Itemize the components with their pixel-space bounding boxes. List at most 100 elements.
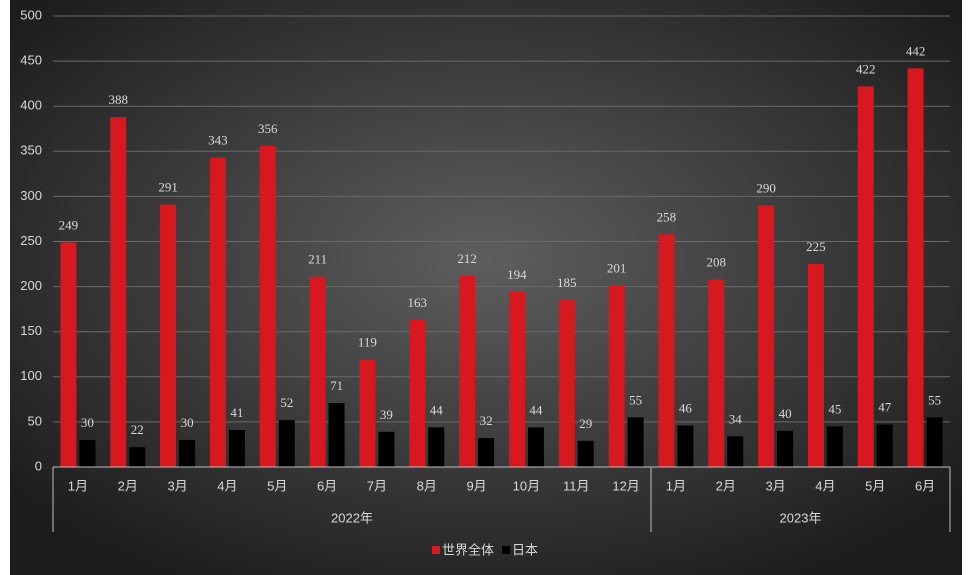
bar bbox=[179, 439, 196, 467]
data-label: 52 bbox=[280, 395, 293, 410]
x-tick-label: 10月 bbox=[513, 478, 540, 493]
bar bbox=[378, 431, 395, 467]
data-label: 225 bbox=[806, 239, 826, 254]
data-label: 44 bbox=[430, 402, 444, 417]
bar bbox=[228, 430, 245, 467]
y-tick-label: 0 bbox=[35, 458, 42, 473]
bar bbox=[328, 402, 345, 467]
bar bbox=[577, 440, 594, 467]
y-tick-label: 400 bbox=[20, 98, 42, 113]
data-label: 442 bbox=[906, 43, 926, 58]
bar bbox=[478, 438, 495, 467]
x-tick-label: 4月 bbox=[815, 478, 835, 493]
data-label: 39 bbox=[380, 407, 393, 422]
data-label: 163 bbox=[408, 295, 428, 310]
data-label: 343 bbox=[208, 133, 228, 148]
data-label: 40 bbox=[779, 406, 792, 421]
y-tick-label: 350 bbox=[20, 143, 42, 158]
bar bbox=[876, 424, 893, 467]
x-tick-label: 7月 bbox=[367, 478, 387, 493]
x-tick-label: 6月 bbox=[915, 478, 935, 493]
legend-swatch bbox=[432, 546, 440, 554]
x-tick-label: 5月 bbox=[267, 478, 287, 493]
data-label: 290 bbox=[756, 180, 776, 195]
bar bbox=[727, 436, 744, 467]
bar bbox=[926, 417, 943, 467]
bar bbox=[60, 242, 77, 467]
legend-label: 日本 bbox=[512, 542, 538, 557]
bar bbox=[907, 68, 924, 467]
x-tick-label: 12月 bbox=[612, 478, 639, 493]
y-tick-label: 500 bbox=[20, 7, 42, 22]
bar bbox=[857, 86, 874, 467]
x-tick-label: 3月 bbox=[765, 478, 785, 493]
bar bbox=[160, 204, 177, 467]
y-tick-label: 100 bbox=[20, 368, 42, 383]
bar bbox=[627, 417, 644, 467]
bar bbox=[209, 157, 226, 467]
data-label: 55 bbox=[629, 392, 642, 407]
data-label: 29 bbox=[579, 416, 592, 431]
y-tick-label: 300 bbox=[20, 188, 42, 203]
data-label: 119 bbox=[358, 335, 377, 350]
data-label: 30 bbox=[181, 415, 194, 430]
data-label: 388 bbox=[109, 92, 129, 107]
data-label: 211 bbox=[308, 252, 327, 267]
bar bbox=[527, 427, 544, 467]
x-tick-label: 2月 bbox=[118, 478, 138, 493]
bar bbox=[826, 426, 843, 467]
data-label: 46 bbox=[679, 400, 693, 415]
bar bbox=[758, 205, 775, 468]
bar bbox=[110, 117, 127, 468]
bar bbox=[309, 276, 326, 467]
data-label: 212 bbox=[457, 251, 477, 266]
x-tick-label: 11月 bbox=[563, 478, 590, 493]
data-label: 22 bbox=[131, 422, 144, 437]
data-label: 249 bbox=[59, 217, 79, 232]
legend-label: 世界全体 bbox=[442, 542, 494, 557]
data-label: 208 bbox=[707, 254, 727, 269]
x-tick-label: 2月 bbox=[716, 478, 736, 493]
x-tick-label: 1月 bbox=[666, 478, 686, 493]
data-label: 30 bbox=[81, 415, 94, 430]
data-label: 422 bbox=[856, 61, 876, 76]
y-tick-label: 50 bbox=[28, 413, 42, 428]
bar bbox=[658, 234, 675, 467]
x-tick-label: 8月 bbox=[417, 478, 437, 493]
x-tick-label: 5月 bbox=[865, 478, 885, 493]
bar bbox=[508, 292, 525, 467]
data-label: 291 bbox=[158, 180, 178, 195]
bar bbox=[777, 430, 794, 467]
bar bbox=[359, 359, 376, 467]
y-tick-label: 200 bbox=[20, 278, 42, 293]
bar bbox=[129, 447, 146, 467]
data-label: 44 bbox=[529, 402, 543, 417]
bar bbox=[459, 275, 476, 467]
x-tick-label: 9月 bbox=[466, 478, 486, 493]
x-tick-label: 1月 bbox=[68, 478, 88, 493]
data-label: 47 bbox=[878, 400, 892, 415]
y-tick-label: 250 bbox=[20, 233, 42, 248]
y-tick-label: 450 bbox=[20, 53, 42, 68]
bar bbox=[677, 425, 694, 467]
data-label: 201 bbox=[607, 261, 627, 276]
bar bbox=[708, 279, 725, 467]
bar bbox=[409, 319, 426, 467]
bar bbox=[259, 145, 276, 467]
x-tick-label: 4月 bbox=[217, 478, 237, 493]
bar bbox=[807, 264, 824, 467]
bar bbox=[278, 420, 295, 467]
data-label: 41 bbox=[230, 405, 243, 420]
x-tick-label: 3月 bbox=[167, 478, 187, 493]
data-label: 55 bbox=[928, 392, 941, 407]
data-label: 356 bbox=[258, 121, 278, 136]
data-label: 185 bbox=[557, 275, 577, 290]
data-label: 258 bbox=[657, 209, 677, 224]
bar bbox=[558, 300, 575, 467]
group-label: 2022年 bbox=[331, 510, 373, 525]
data-label: 45 bbox=[828, 401, 841, 416]
data-label: 71 bbox=[330, 378, 343, 393]
x-tick-label: 6月 bbox=[317, 478, 337, 493]
data-label: 34 bbox=[729, 411, 743, 426]
